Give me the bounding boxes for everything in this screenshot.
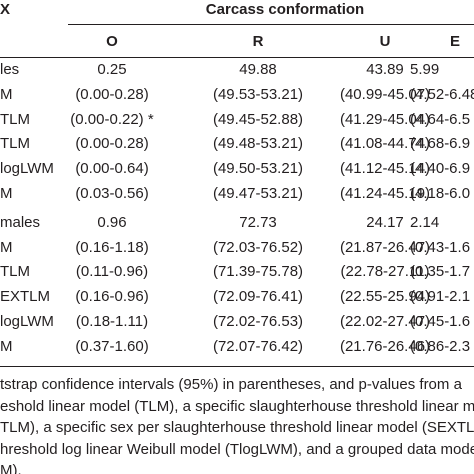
cell: (4.40-6.9 bbox=[410, 160, 471, 178]
cell: (0.35-1.7 bbox=[410, 263, 471, 281]
cell: (41.24-45.19) bbox=[339, 185, 431, 202]
row-label: les bbox=[0, 61, 20, 78]
rule bbox=[0, 57, 474, 58]
row-label: TLM bbox=[0, 135, 30, 153]
cell: (41.29-45.04) bbox=[339, 110, 431, 128]
footnote-line: TLM), a specific sex per slaughterhouse … bbox=[0, 419, 474, 436]
cell: (41.08-44.74) bbox=[339, 135, 431, 153]
cell: (49.48-53.21) bbox=[212, 135, 304, 153]
row-label: TLM bbox=[0, 263, 30, 281]
cell: (49.47-53.21) bbox=[212, 185, 304, 202]
row-label: M bbox=[0, 185, 13, 202]
cell: (0.00-0.28) bbox=[75, 135, 149, 153]
row-label: logLWM bbox=[0, 313, 54, 330]
cell: (4.64-6.5 bbox=[410, 110, 471, 128]
cell: (49.53-53.21) bbox=[212, 85, 304, 103]
corner-header: X bbox=[0, 1, 11, 18]
rule bbox=[0, 366, 474, 367]
row-label: M bbox=[0, 337, 13, 355]
column-header: O bbox=[106, 33, 118, 50]
cell: (22.78-27.11) bbox=[340, 263, 430, 281]
cell: (4.18-6.0 bbox=[410, 185, 471, 202]
cell: (4.52-6.48 bbox=[410, 85, 474, 103]
cell: (0.37-1.60) bbox=[75, 337, 149, 355]
cell: 0.25 bbox=[97, 61, 127, 78]
footnote-line: tstrap confidence intervals (95%) in par… bbox=[0, 376, 462, 393]
cell: (72.03-76.52) bbox=[212, 238, 304, 256]
cell: (72.07-76.42) bbox=[212, 337, 304, 355]
cell: (71.39-75.78) bbox=[212, 263, 304, 281]
cell: (49.45-52.88) bbox=[212, 110, 304, 128]
cell: 24.17 bbox=[366, 213, 404, 231]
column-header: U bbox=[379, 33, 391, 50]
footnote-line: eshold linear model (TLM), a specific sl… bbox=[0, 397, 474, 415]
row-label: M bbox=[0, 238, 13, 256]
cell: (0.43-1.6 bbox=[410, 238, 471, 256]
cell: (4.68-6.9 bbox=[410, 135, 471, 153]
column-header: R bbox=[252, 33, 264, 50]
row-label: males bbox=[0, 213, 41, 231]
rule bbox=[68, 24, 474, 25]
row-label: TLM bbox=[0, 110, 30, 128]
cell: 72.73 bbox=[239, 213, 277, 231]
column-header: E bbox=[449, 33, 461, 50]
cell: (0.86-2.3 bbox=[410, 337, 471, 355]
footnote-line: hreshold log linear Weibull model (TlogL… bbox=[0, 440, 474, 458]
cell: (22.55-25.94) bbox=[339, 288, 431, 306]
cell: (40.99-45.07) bbox=[339, 85, 431, 103]
cell: 2.14 bbox=[410, 213, 440, 231]
cell: (0.03-0.56) bbox=[75, 185, 149, 202]
row-label: M bbox=[0, 85, 13, 103]
cell: (22.02-27.47) bbox=[339, 313, 431, 330]
cell: (72.02-76.53) bbox=[212, 313, 304, 330]
cell: (0.91-2.1 bbox=[410, 288, 471, 306]
group-header: Carcass conformation bbox=[205, 1, 365, 18]
cell: (41.12-45.14) bbox=[339, 160, 431, 178]
cell: (0.16-0.96) bbox=[75, 288, 149, 306]
cell: (0.00-0.22) * bbox=[70, 110, 154, 128]
cell: (72.09-76.41) bbox=[212, 288, 304, 306]
cell: (0.16-1.18) bbox=[75, 238, 149, 256]
cell: (0.11-0.96) bbox=[75, 263, 149, 281]
row-label: EXTLM bbox=[0, 288, 51, 306]
cell: 5.99 bbox=[410, 61, 440, 78]
cell: (21.76-26.46) bbox=[339, 337, 431, 355]
cell: (0.00-0.28) bbox=[75, 85, 149, 103]
cell: 0.96 bbox=[97, 213, 127, 231]
cell: (49.50-53.21) bbox=[212, 160, 304, 178]
cell: (0.45-1.6 bbox=[410, 313, 471, 330]
row-label: logLWM bbox=[0, 160, 54, 178]
cell: (21.87-26.47) bbox=[339, 238, 431, 256]
footnote-line: M). bbox=[0, 462, 22, 474]
cell: (0.18-1.11) bbox=[75, 313, 149, 330]
cell: 49.88 bbox=[239, 61, 277, 78]
cell: (0.00-0.64) bbox=[75, 160, 149, 178]
cell: 43.89 bbox=[366, 61, 404, 78]
